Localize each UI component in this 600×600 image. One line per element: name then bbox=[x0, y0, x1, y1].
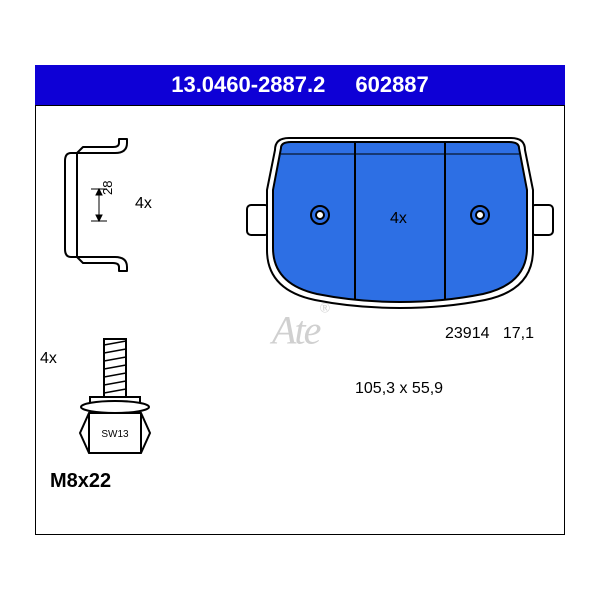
brake-pad-drawing bbox=[245, 130, 555, 330]
pad-dimensions: 105,3 x 55,9 bbox=[355, 380, 443, 398]
bolt-spec: M8x22 bbox=[50, 470, 111, 493]
bolt-hex-label: SW13 bbox=[101, 429, 129, 440]
clip-drawing bbox=[55, 135, 135, 275]
pad-thickness: 17,1 bbox=[503, 325, 534, 342]
pad-qty-label: 4x bbox=[390, 210, 407, 228]
clip-dim-label: 28 bbox=[100, 181, 115, 195]
clip-qty-label: 4x bbox=[135, 195, 152, 213]
pad-code: 23914 bbox=[445, 325, 490, 342]
header-bar: 13.0460-2887.2 602887 bbox=[35, 65, 565, 105]
bolt-qty-label: 4x bbox=[40, 350, 57, 368]
header-short-code: 602887 bbox=[355, 72, 428, 98]
header-part-number: 13.0460-2887.2 bbox=[171, 72, 325, 98]
